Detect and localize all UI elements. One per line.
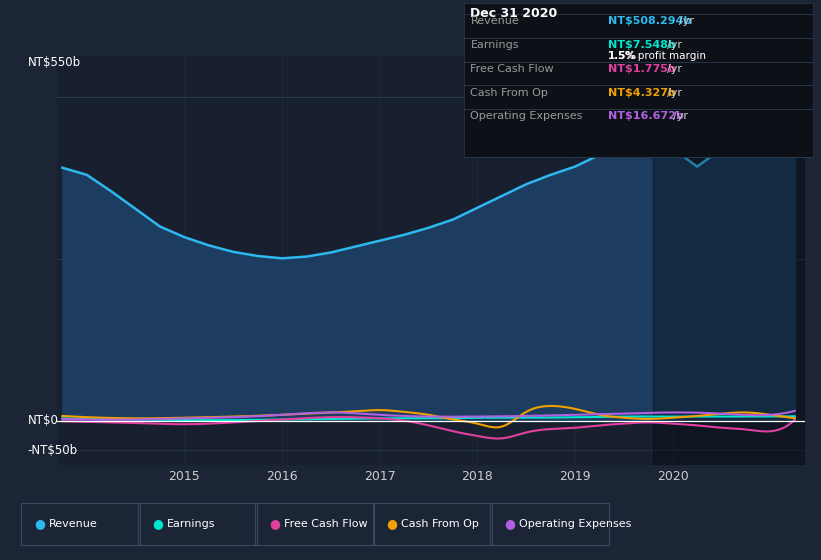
Text: Revenue: Revenue: [49, 519, 98, 529]
Text: Earnings: Earnings: [167, 519, 215, 529]
Text: Operating Expenses: Operating Expenses: [519, 519, 631, 529]
Text: ●: ●: [504, 517, 515, 530]
Text: Cash From Op: Cash From Op: [401, 519, 479, 529]
Bar: [654, 56, 805, 465]
Text: -NT$50b: -NT$50b: [28, 444, 78, 456]
Text: 1.5%: 1.5%: [608, 51, 636, 61]
Text: NT$7.548b: NT$7.548b: [608, 40, 676, 50]
Text: NT$16.672b: NT$16.672b: [608, 111, 683, 122]
Text: ●: ●: [34, 517, 45, 530]
Text: /yr: /yr: [680, 16, 695, 26]
Text: Cash From Op: Cash From Op: [470, 87, 548, 97]
Text: /yr: /yr: [667, 40, 682, 50]
Text: /yr: /yr: [667, 64, 682, 74]
Text: NT$508.294b: NT$508.294b: [608, 16, 691, 26]
Text: ●: ●: [152, 517, 163, 530]
Text: Dec 31 2020: Dec 31 2020: [470, 7, 557, 20]
Text: NT$0: NT$0: [28, 414, 58, 427]
Text: /yr: /yr: [673, 111, 688, 122]
Text: NT$550b: NT$550b: [28, 56, 80, 69]
Text: 1.5% profit margin: 1.5% profit margin: [608, 51, 705, 61]
Text: ●: ●: [269, 517, 280, 530]
Text: ●: ●: [387, 517, 397, 530]
Text: Earnings: Earnings: [470, 40, 519, 50]
Text: Free Cash Flow: Free Cash Flow: [284, 519, 368, 529]
Text: NT$1.775b: NT$1.775b: [608, 64, 676, 74]
Text: Revenue: Revenue: [470, 16, 519, 26]
Text: Free Cash Flow: Free Cash Flow: [470, 64, 554, 74]
Text: Operating Expenses: Operating Expenses: [470, 111, 583, 122]
Text: NT$4.327b: NT$4.327b: [608, 87, 676, 97]
Text: /yr: /yr: [667, 87, 682, 97]
